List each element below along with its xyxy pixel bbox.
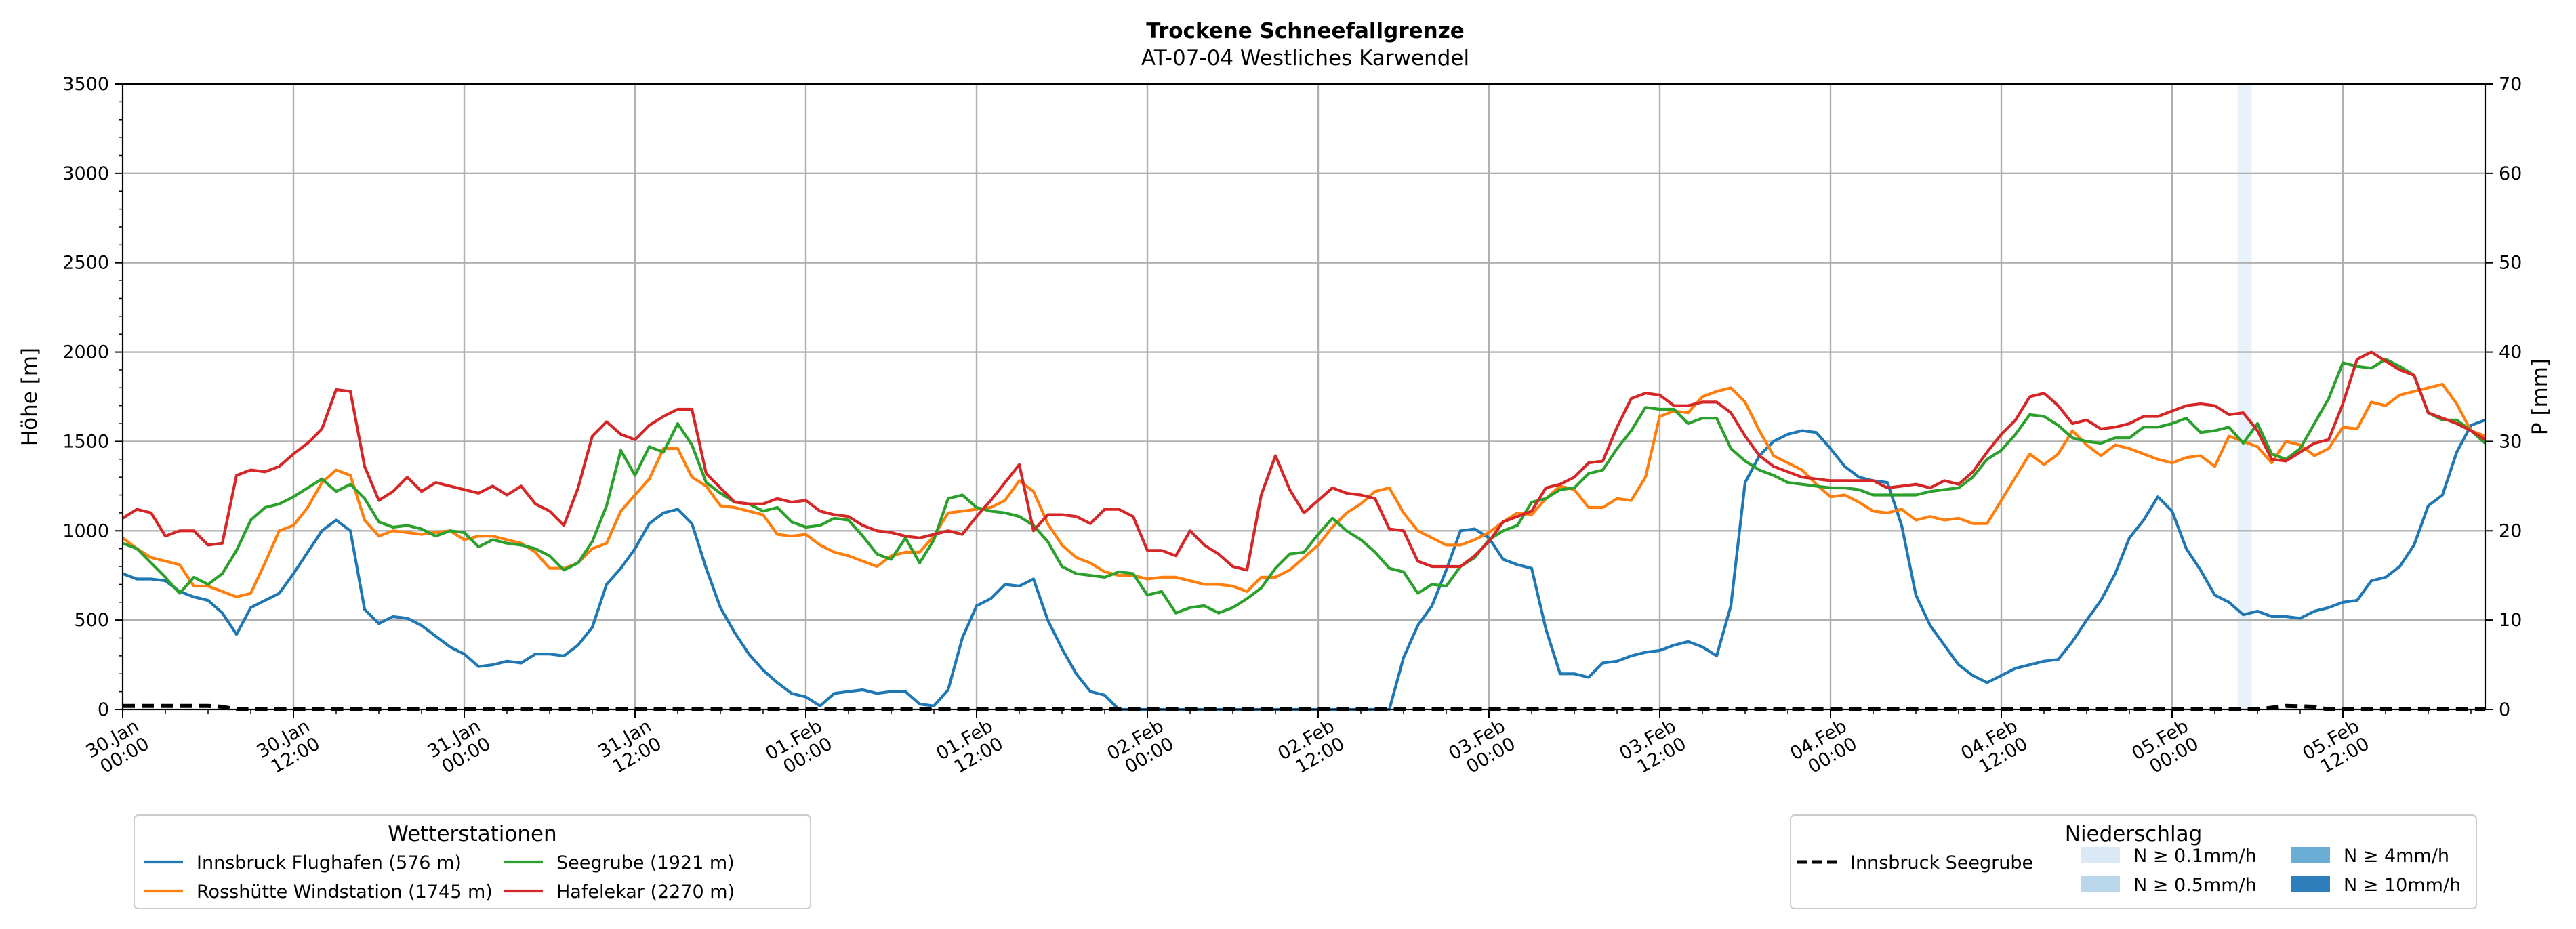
legend-precip-label: N ≥ 0.1mm/h [2133,846,2257,867]
legend-precip-swatch [2291,847,2330,863]
legend-station-label: Rosshütte Windstation (1745 m) [197,882,493,903]
y-tick-label: 0 [98,699,109,720]
y-tick-label: 3000 [62,163,109,184]
legend-precip: Niederschlag Innsbruck Seegrube N ≥ 0.1m… [1790,814,2477,909]
y2-tick-label: 50 [2499,253,2522,274]
series-line-0 [122,418,2486,711]
legend-precip-title: Niederschlag [2065,822,2203,846]
y-tick-label: 3500 [62,74,109,95]
precipitation-bands [2237,84,2252,709]
y2-tick-label: 20 [2499,520,2522,541]
y2-axis-label: P [mm] [2528,358,2552,435]
legend-station-label: Seegrube (1921 m) [556,852,735,873]
chart-title: Trockene Schneefallgrenze [1146,19,1465,43]
y-tick-label: 2500 [62,253,109,274]
legend-precip-label: N ≥ 4mm/h [2344,846,2449,867]
y2-tick-label: 70 [2499,74,2522,95]
y2-tick-label: 30 [2499,431,2522,452]
y-tick-label: 2000 [62,342,109,363]
legend-station-label: Innsbruck Flughafen (576 m) [197,852,462,873]
y2-tick-label: 10 [2499,610,2522,631]
legend-precip-line-label: Innsbruck Seegrube [1850,852,2033,873]
series-line-1 [121,382,2486,599]
plot-frame [121,83,2487,711]
legend-station-label: Hafelekar (2270 m) [556,882,735,903]
series-line-3 [121,350,2487,572]
precip-band-0 [2237,84,2252,709]
right-y-axis: 0 10 20 30 40 50 60 70 [2485,74,2522,720]
left-y-axis: 0 500 1000 1500 2000 2500 3000 3500 [62,74,123,720]
chart-subtitle: AT-07-04 Westliches Karwendel [1141,46,1469,70]
legend-precip-swatch [2291,876,2330,892]
legend-precip-label: N ≥ 0.5mm/h [2133,875,2257,896]
legend-precip-swatch [2081,847,2120,863]
y2-tick-label: 60 [2499,163,2522,184]
series-line-2 [122,357,2487,615]
legend-stations-title: Wetterstationen [388,822,556,846]
y2-tick-label: 0 [2499,699,2510,720]
y2-tick-label: 40 [2499,342,2522,363]
y-tick-label: 1000 [62,520,109,541]
y-tick-label: 1500 [62,431,109,452]
legend-precip-label: N ≥ 10mm/h [2344,875,2461,896]
legend-stations: Wetterstationen Innsbruck Flughafen (576… [134,814,811,909]
y-axis-label: Höhe [m] [18,348,42,446]
legend-precip-swatch [2081,876,2120,892]
y-tick-label: 500 [74,610,109,631]
